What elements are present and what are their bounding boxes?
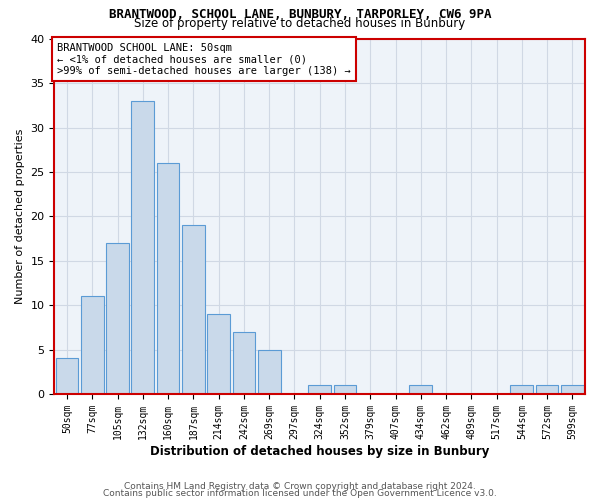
Y-axis label: Number of detached properties: Number of detached properties [15,129,25,304]
Text: Contains HM Land Registry data © Crown copyright and database right 2024.: Contains HM Land Registry data © Crown c… [124,482,476,491]
Bar [157,163,179,394]
Bar [334,385,356,394]
Text: Contains public sector information licensed under the Open Government Licence v3: Contains public sector information licen… [103,489,497,498]
Bar [56,358,79,394]
Bar [207,314,230,394]
X-axis label: Distribution of detached houses by size in Bunbury: Distribution of detached houses by size … [150,444,490,458]
Bar [131,101,154,394]
Bar [81,296,104,394]
Bar [233,332,255,394]
Bar [258,350,281,394]
Bar [511,385,533,394]
Bar [106,243,129,394]
Bar [536,385,559,394]
Bar [308,385,331,394]
Bar [182,226,205,394]
Text: BRANTWOOD SCHOOL LANE: 50sqm
← <1% of detached houses are smaller (0)
>99% of se: BRANTWOOD SCHOOL LANE: 50sqm ← <1% of de… [57,42,351,76]
Bar [409,385,432,394]
Text: Size of property relative to detached houses in Bunbury: Size of property relative to detached ho… [134,18,466,30]
Bar [561,385,584,394]
Text: BRANTWOOD, SCHOOL LANE, BUNBURY, TARPORLEY, CW6 9PA: BRANTWOOD, SCHOOL LANE, BUNBURY, TARPORL… [109,8,491,20]
